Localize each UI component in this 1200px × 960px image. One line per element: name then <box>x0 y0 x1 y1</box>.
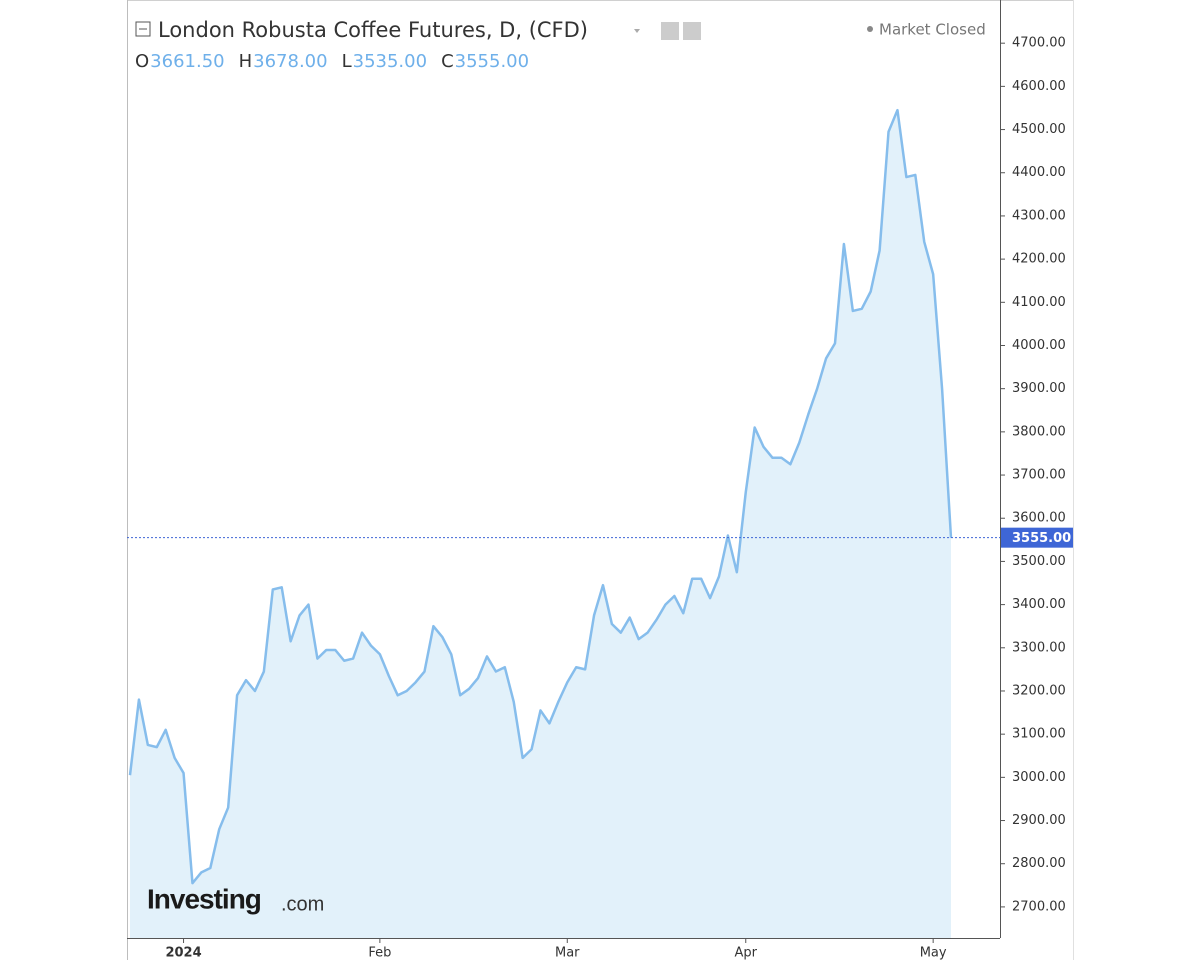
last-price-label: 3555.00 <box>1012 531 1071 546</box>
y-tick-label: 3000.00 <box>1012 770 1066 785</box>
y-tick-label: 3300.00 <box>1012 640 1066 655</box>
y-tick-label: 3400.00 <box>1012 597 1066 612</box>
y-tick-label: 4400.00 <box>1012 165 1066 180</box>
plot <box>128 108 953 938</box>
chart-title: London Robusta Coffee Futures, D, (CFD) <box>158 18 588 42</box>
y-tick-label: 4300.00 <box>1012 208 1066 223</box>
y-tick-label: 3500.00 <box>1012 554 1066 569</box>
y-tick-label: 3100.00 <box>1012 727 1066 742</box>
price-line <box>128 108 953 885</box>
y-tick-label: 2900.00 <box>1012 813 1066 828</box>
ohlc-key: L <box>342 51 352 72</box>
x-tick-label: Mar <box>555 946 580 960</box>
ohlc-value: 3661.50 <box>150 51 224 72</box>
ohlc-key: H <box>239 51 253 72</box>
gear-icon[interactable] <box>683 22 701 40</box>
watermark-brand: Investing <box>147 883 261 914</box>
market-status: Market Closed <box>879 21 986 39</box>
y-tick-label: 4100.00 <box>1012 295 1066 310</box>
y-tick-label: 2800.00 <box>1012 856 1066 871</box>
y-tick-label: 4000.00 <box>1012 338 1066 353</box>
y-tick-label: 3800.00 <box>1012 424 1066 439</box>
ohlc-key: C <box>441 51 454 72</box>
x-tick-label: Apr <box>735 946 758 960</box>
y-tick-label: 3900.00 <box>1012 381 1066 396</box>
watermark-domain: .com <box>281 893 324 915</box>
y-tick-label: 3600.00 <box>1012 511 1066 526</box>
ohlc-key: O <box>135 51 149 72</box>
x-tick-label: Feb <box>368 946 391 960</box>
last-price-box <box>1001 527 1073 548</box>
y-tick-label: 3700.00 <box>1012 468 1066 483</box>
y-tick-label: 3200.00 <box>1012 683 1066 698</box>
y-tick-label: 4700.00 <box>1012 36 1066 51</box>
ohlc-value: 3555.00 <box>455 51 529 72</box>
x-tick-label: May <box>920 946 947 960</box>
x-tick-label: 2024 <box>165 946 201 960</box>
collapse-icon[interactable] <box>135 21 151 37</box>
y-tick-label: 4600.00 <box>1012 79 1066 94</box>
status-dot <box>867 26 873 32</box>
ohlc: O 3661.50 H 3678.00 L 3535.00 C 3555.00 <box>135 51 529 72</box>
y-tick-label: 2700.00 <box>1012 899 1066 914</box>
ohlc-value: 3678.00 <box>253 51 327 72</box>
y-tick-label: 4200.00 <box>1012 252 1066 267</box>
dropdown-arrow[interactable] <box>634 29 640 33</box>
settings-icon[interactable] <box>661 22 679 40</box>
ohlc-value: 3535.00 <box>353 51 427 72</box>
area <box>130 110 951 938</box>
y-tick-label: 4500.00 <box>1012 122 1066 137</box>
